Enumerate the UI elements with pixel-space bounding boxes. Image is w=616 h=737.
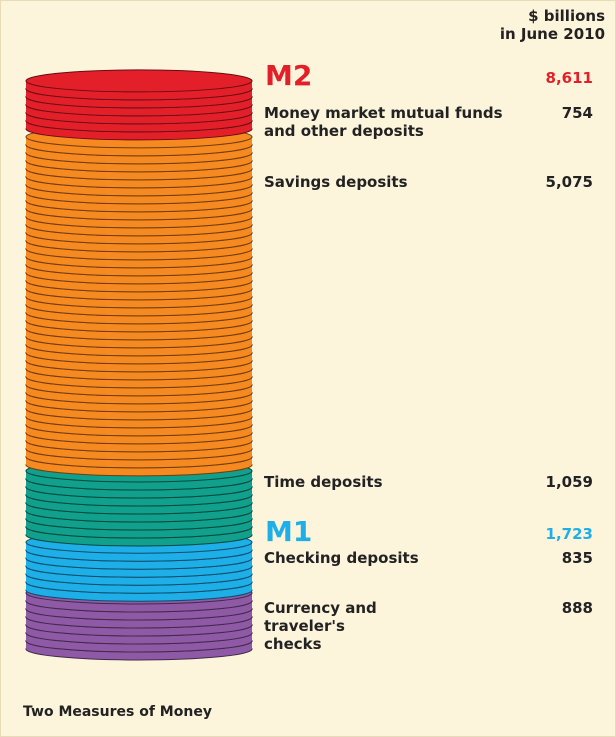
infographic: $ billions in June 2010 Two Measures of … [0,0,616,737]
value-label: 835 [562,549,593,567]
total-value: 8,611 [546,69,593,87]
value-label: 1,059 [546,473,593,491]
value-header: $ billions in June 2010 [500,7,605,43]
total-value: 1,723 [546,525,593,543]
chart-title: Two Measures of Money [23,704,212,720]
total-name: M2 [265,59,312,92]
category-label: Currency and traveler's checks [264,599,404,653]
category-label: Savings deposits [264,173,514,191]
category-label: Checking deposits [264,549,514,567]
total-name: M1 [265,515,312,548]
value-header-line: $ billions [500,7,605,25]
coin-face [26,70,252,92]
coin-segment [26,70,252,140]
coin-segment [26,126,252,476]
value-label: 5,075 [546,173,593,191]
value-header-line: in June 2010 [500,25,605,43]
category-label: Time deposits [264,473,514,491]
category-label: Money market mutual funds and other depo… [264,104,514,140]
value-label: 754 [562,104,593,122]
value-label: 888 [562,599,593,617]
